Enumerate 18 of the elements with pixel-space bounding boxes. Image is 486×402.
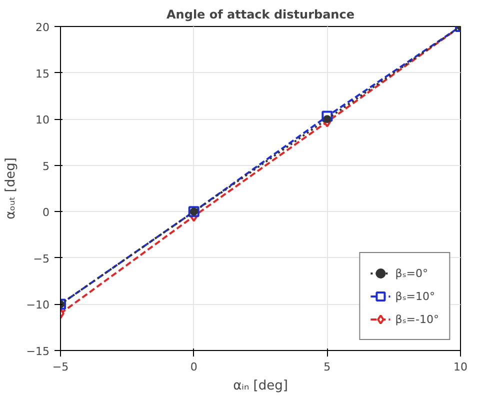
- legend-label: βₛ=-10°: [395, 312, 439, 326]
- y-tick-label: −5: [33, 252, 50, 266]
- y-tick-label: 15: [36, 67, 50, 80]
- x-axis-title: αᵢₙ [deg]: [233, 378, 288, 394]
- x-tick-label: 0: [190, 360, 198, 374]
- x-tick-label: 5: [324, 360, 331, 374]
- legend-label: βₛ=0°: [395, 266, 428, 280]
- chart-title: Angle of attack disturbance: [166, 8, 354, 22]
- y-tick-label: −10: [26, 298, 50, 312]
- y-axis-title: αₒᵤₜ [deg]: [3, 158, 18, 220]
- y-tick-label: 20: [36, 21, 50, 34]
- legend-label: βₛ=10°: [395, 290, 436, 302]
- x-tick-label: 10: [454, 360, 468, 374]
- y-tick-label: 0: [42, 206, 50, 220]
- y-tick-label: 5: [42, 160, 50, 173]
- x-tick-label: −5: [52, 360, 69, 374]
- y-tick-label: −15: [26, 345, 50, 358]
- y-tick-label: 10: [36, 114, 50, 127]
